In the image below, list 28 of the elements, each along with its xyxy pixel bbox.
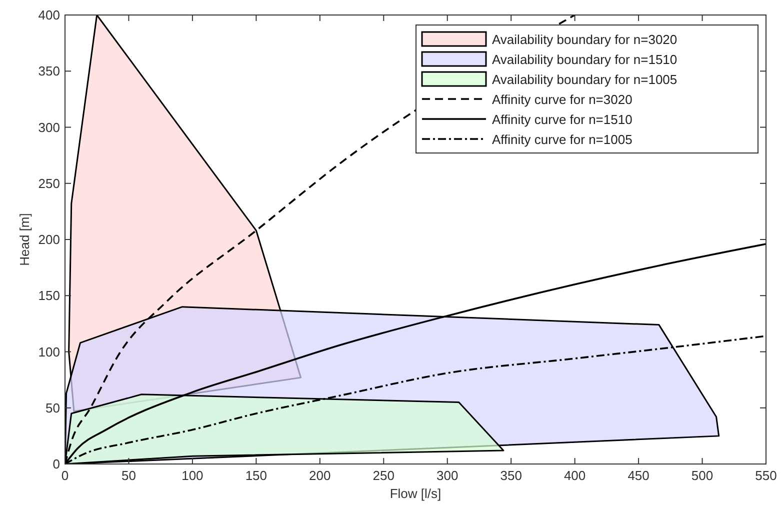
y-tick-label: 0	[52, 456, 60, 472]
y-tick-label: 100	[38, 344, 60, 360]
x-tick-label: 350	[500, 468, 522, 483]
y-tick-label: 200	[38, 232, 60, 247]
y-tick-label: 150	[38, 288, 60, 304]
legend-label: Availability boundary for n=3020	[492, 32, 678, 47]
legend-label: Affinity curve for n=1005	[492, 132, 632, 147]
x-tick-label: 300	[436, 468, 458, 483]
y-axis-title: Head [m]	[17, 213, 32, 266]
x-tick-label: 400	[564, 468, 586, 483]
x-tick-label: 200	[309, 468, 331, 483]
y-tick-label: 300	[38, 120, 60, 135]
x-tick-label: 450	[628, 468, 650, 483]
legend-label: Availability boundary for n=1005	[492, 72, 678, 87]
y-tick-label: 50	[46, 400, 60, 416]
x-tick-label: 550	[755, 468, 777, 483]
y-tick-label: 350	[38, 64, 60, 79]
legend-label: Availability boundary for n=1510	[492, 52, 678, 67]
x-axis-title: Flow [l/s]	[390, 486, 442, 501]
y-tick-label: 400	[38, 8, 60, 22]
x-tick-label: 50	[121, 468, 136, 483]
x-tick-label: 250	[372, 468, 394, 483]
x-tick-label: 150	[245, 468, 268, 483]
legend-label: Affinity curve for n=1510	[492, 112, 632, 127]
x-tick-label: 100	[182, 468, 204, 483]
x-tick-label: 500	[691, 468, 714, 483]
legend-label: Affinity curve for n=3020	[492, 92, 632, 107]
y-tick-label: 250	[38, 176, 60, 191]
